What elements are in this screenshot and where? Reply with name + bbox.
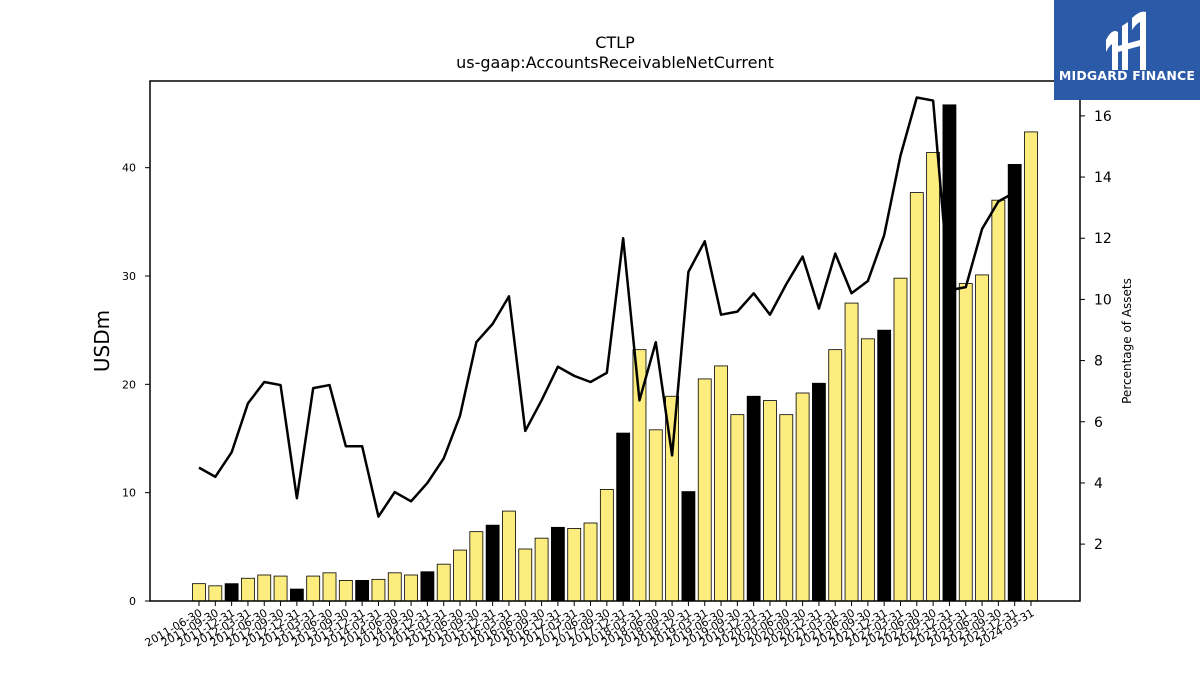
bar [828,349,843,602]
y2-tick-label: 16 [1094,109,1112,125]
bar [387,572,402,602]
bar [616,432,631,602]
y2-tick-label: 10 [1094,292,1112,308]
bar [469,531,484,602]
bar [502,510,516,602]
bar-series [192,104,1038,602]
bar [1007,164,1022,602]
midgard-finance-logo: MIDGARD FINANCE [1054,0,1200,100]
y-tick-label: 0 [129,595,136,608]
plot-area [150,81,1080,601]
logo-text: MIDGARD FINANCE [1058,68,1196,83]
bar [681,491,696,602]
bar [289,588,304,602]
bar [567,528,582,602]
bar [257,574,272,602]
y2-tick-label: 14 [1094,170,1112,186]
y2-tick-label: 6 [1094,415,1103,431]
bar [224,583,239,602]
bar [338,580,353,602]
bar [746,395,761,602]
bar [958,283,973,602]
y2-tick-label: 8 [1094,354,1103,370]
y-tick-label: 10 [122,487,136,500]
chart-title: CTLP [595,33,635,52]
bar [371,578,386,602]
bar [860,338,875,602]
y-axis-right: 2 4 6 8 10 12 14 16 [1080,109,1112,553]
bar [1024,131,1038,602]
bar [420,571,435,602]
bar [306,575,321,602]
bar [192,583,206,602]
bar [909,192,924,602]
bar [436,563,451,602]
bar [485,524,500,602]
bar [714,365,728,602]
bar [404,574,418,602]
bar [453,549,467,602]
plot-frame [149,80,1081,602]
logo-mark-icon [1054,0,1200,100]
bar [241,577,255,602]
bar [975,274,989,602]
bar [322,572,337,602]
bar [583,522,598,602]
bar [926,152,941,602]
y-tick-label: 20 [122,378,136,391]
bar [779,414,794,602]
bar [877,329,892,602]
chart-subtitle: us-gaap:AccountsReceivableNetCurrent [456,53,774,72]
bar [518,548,533,602]
y-axis-label: USDm [90,310,114,372]
bar [355,580,370,602]
bar [697,378,712,602]
bar [812,382,826,602]
bar [648,429,663,602]
y2-tick-label: 12 [1094,231,1112,247]
y2-axis-label: Percentage of Assets [1120,278,1134,404]
bar [893,277,908,602]
bar [763,400,777,602]
line-series [198,96,1016,518]
bar [991,199,1006,602]
bar [551,526,565,602]
bar [534,537,549,602]
bar [844,302,859,602]
percentage-line [198,96,1016,518]
y-axis-left: 0 10 20 30 40 [122,162,150,608]
bar [208,585,223,602]
y-tick-label: 30 [122,270,136,283]
y-tick-label: 40 [122,162,136,175]
x-axis: 2011-06-302011-09-302011-12-312012-03-31… [143,601,1037,650]
bar [942,104,957,602]
bar [599,489,614,602]
y2-tick-label: 2 [1094,537,1103,553]
bar [730,414,745,602]
y2-tick-label: 4 [1094,476,1103,492]
bar [273,575,288,602]
bar [795,392,810,602]
